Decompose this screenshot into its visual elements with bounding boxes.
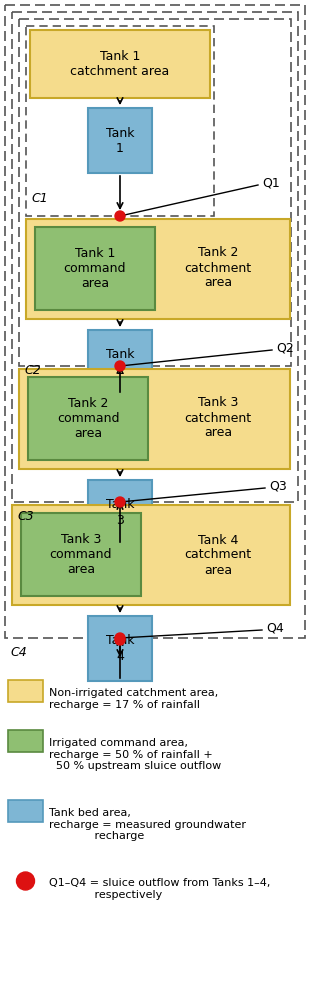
Bar xyxy=(8,730,43,752)
Text: Non-irrigated catchment area,
recharge = 17 % of rainfall: Non-irrigated catchment area, recharge =… xyxy=(49,688,218,709)
Circle shape xyxy=(16,872,34,890)
Bar xyxy=(21,513,141,596)
Text: Q4: Q4 xyxy=(266,621,284,634)
Bar xyxy=(30,30,210,98)
Text: Tank 4
catchment
area: Tank 4 catchment area xyxy=(184,533,251,576)
Bar xyxy=(88,330,152,395)
Circle shape xyxy=(115,211,125,221)
Bar xyxy=(26,219,290,319)
Circle shape xyxy=(115,497,125,507)
Bar xyxy=(88,616,152,681)
Text: Q2: Q2 xyxy=(276,342,294,355)
Text: Tank
2: Tank 2 xyxy=(106,349,134,377)
Text: C4: C4 xyxy=(10,645,27,658)
Text: Tank
3: Tank 3 xyxy=(106,499,134,526)
Bar xyxy=(8,800,43,822)
Bar xyxy=(8,680,43,702)
Circle shape xyxy=(115,633,125,643)
Text: Q1–Q4 = sluice outflow from Tanks 1–4,
             respectively: Q1–Q4 = sluice outflow from Tanks 1–4, r… xyxy=(49,878,270,900)
Text: C2: C2 xyxy=(24,364,41,377)
Bar xyxy=(19,369,290,469)
Bar xyxy=(26,26,214,216)
Bar xyxy=(28,377,148,460)
Bar xyxy=(12,12,298,502)
Text: Q3: Q3 xyxy=(269,480,287,493)
Text: Irrigated command area,
recharge = 50 % of rainfall +
  50 % upstream sluice out: Irrigated command area, recharge = 50 % … xyxy=(49,738,221,772)
Circle shape xyxy=(115,635,125,645)
Text: Tank 3
command
area: Tank 3 command area xyxy=(50,533,112,576)
Bar xyxy=(88,108,152,173)
Bar xyxy=(5,5,305,638)
Text: C1: C1 xyxy=(31,191,48,204)
Text: Tank 3
catchment
area: Tank 3 catchment area xyxy=(184,397,251,440)
Text: Tank 1
catchment area: Tank 1 catchment area xyxy=(70,50,170,78)
Text: Q1: Q1 xyxy=(262,176,280,189)
Text: Tank 2
catchment
area: Tank 2 catchment area xyxy=(184,246,251,290)
Bar xyxy=(35,227,155,310)
Text: Tank 1
command
area: Tank 1 command area xyxy=(64,247,126,290)
Text: Tank
1: Tank 1 xyxy=(106,126,134,154)
Circle shape xyxy=(115,361,125,371)
Bar xyxy=(12,505,290,605)
Bar xyxy=(88,480,152,545)
Text: Tank bed area,
recharge = measured groundwater
             recharge: Tank bed area, recharge = measured groun… xyxy=(49,808,246,842)
Text: Tank 2
command
area: Tank 2 command area xyxy=(57,397,119,440)
Text: C3: C3 xyxy=(17,509,34,522)
Bar xyxy=(19,19,291,366)
Text: Tank
4: Tank 4 xyxy=(106,634,134,662)
